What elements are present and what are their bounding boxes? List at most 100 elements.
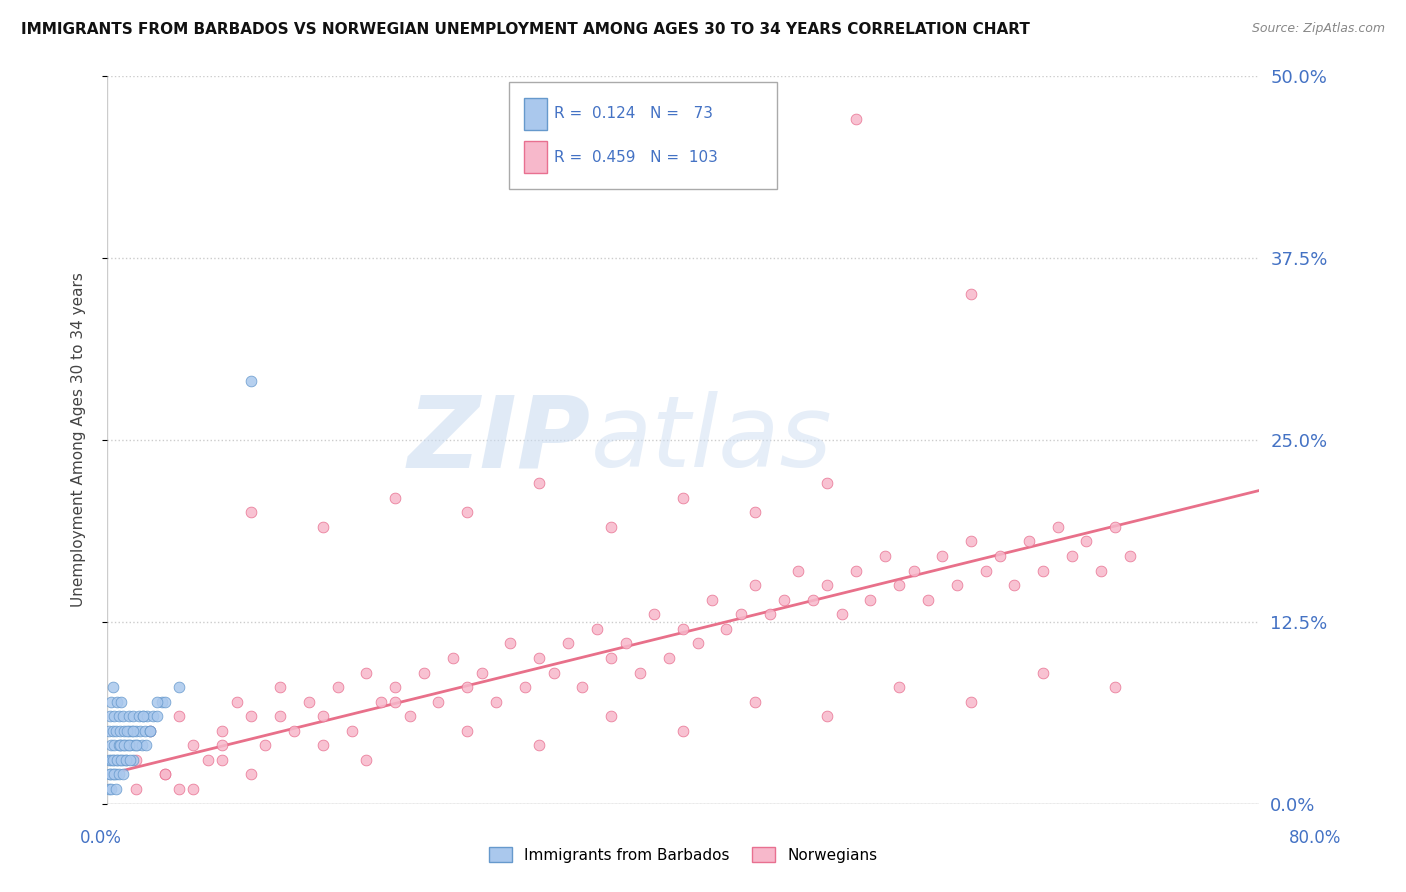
Point [845,564,868,578]
Point [112,739,135,753]
Point [120,739,142,753]
Point [118,739,141,753]
Point [108,753,131,767]
Point [585,622,607,636]
Point [101,767,124,781]
Text: R =  0.124   N =   73: R = 0.124 N = 73 [554,106,713,121]
Point [153,695,176,709]
Point [134,723,156,738]
Point [132,709,155,723]
Point [427,695,450,709]
Point [1002,578,1025,592]
Point [124,739,146,753]
Point [111,753,134,767]
Point [118,709,141,723]
Point [730,607,752,622]
Point [758,607,780,622]
Point [211,723,233,738]
Text: ZIP: ZIP [408,391,591,488]
Point [845,112,868,127]
Point [283,723,305,738]
Point [107,709,129,723]
Point [557,636,579,650]
Point [628,665,651,680]
Point [988,549,1011,563]
Point [146,709,169,723]
Text: atlas: atlas [591,391,832,488]
Point [108,739,131,753]
Point [384,680,406,694]
Point [700,592,723,607]
Point [97,753,120,767]
Point [1032,665,1054,680]
Text: 0.0%: 0.0% [80,829,122,847]
Legend: Immigrants from Barbados, Norwegians: Immigrants from Barbados, Norwegians [482,840,884,869]
Text: Source: ZipAtlas.com: Source: ZipAtlas.com [1251,22,1385,36]
Point [456,505,478,519]
Point [571,680,593,694]
Point [326,680,349,694]
Point [298,695,321,709]
Point [197,753,219,767]
Point [744,170,766,185]
Point [110,695,132,709]
Point [104,782,127,797]
Point [167,782,190,797]
Point [513,680,536,694]
Point [686,636,709,650]
Point [1032,564,1054,578]
Point [974,564,997,578]
Point [1104,680,1126,694]
Point [240,767,263,781]
Point [527,476,550,491]
Point [543,665,565,680]
Text: R =  0.459   N =  103: R = 0.459 N = 103 [554,150,718,165]
Point [125,739,148,753]
Point [787,564,810,578]
Point [139,723,162,738]
Point [100,739,122,753]
Point [815,476,838,491]
Point [100,782,122,797]
Point [125,782,148,797]
Text: IMMIGRANTS FROM BARBADOS VS NORWEGIAN UNEMPLOYMENT AMONG AGES 30 TO 34 YEARS COR: IMMIGRANTS FROM BARBADOS VS NORWEGIAN UN… [21,22,1031,37]
Point [150,695,173,709]
Point [100,695,122,709]
Point [312,709,335,723]
Point [1090,564,1112,578]
Point [115,739,138,753]
Point [121,723,143,738]
Point [240,374,263,388]
Point [773,592,796,607]
Point [104,723,127,738]
Point [139,723,162,738]
Y-axis label: Unemployment Among Ages 30 to 34 years: Unemployment Among Ages 30 to 34 years [72,272,86,607]
Point [110,753,132,767]
Point [859,592,882,607]
Point [118,723,141,738]
Point [129,723,152,738]
Point [211,753,233,767]
Point [903,564,925,578]
Point [114,753,136,767]
Point [101,723,124,738]
Point [370,695,392,709]
Point [1076,534,1098,549]
Point [122,723,145,738]
Point [153,767,176,781]
Point [600,520,623,534]
Point [312,739,335,753]
Point [384,491,406,505]
Point [103,709,125,723]
Point [110,739,132,753]
Point [527,651,550,665]
Point [127,739,149,753]
Point [946,578,969,592]
Point [1018,534,1040,549]
Point [128,709,150,723]
Point [131,739,153,753]
Point [672,723,695,738]
Point [815,578,838,592]
Point [873,549,896,563]
Point [456,680,478,694]
